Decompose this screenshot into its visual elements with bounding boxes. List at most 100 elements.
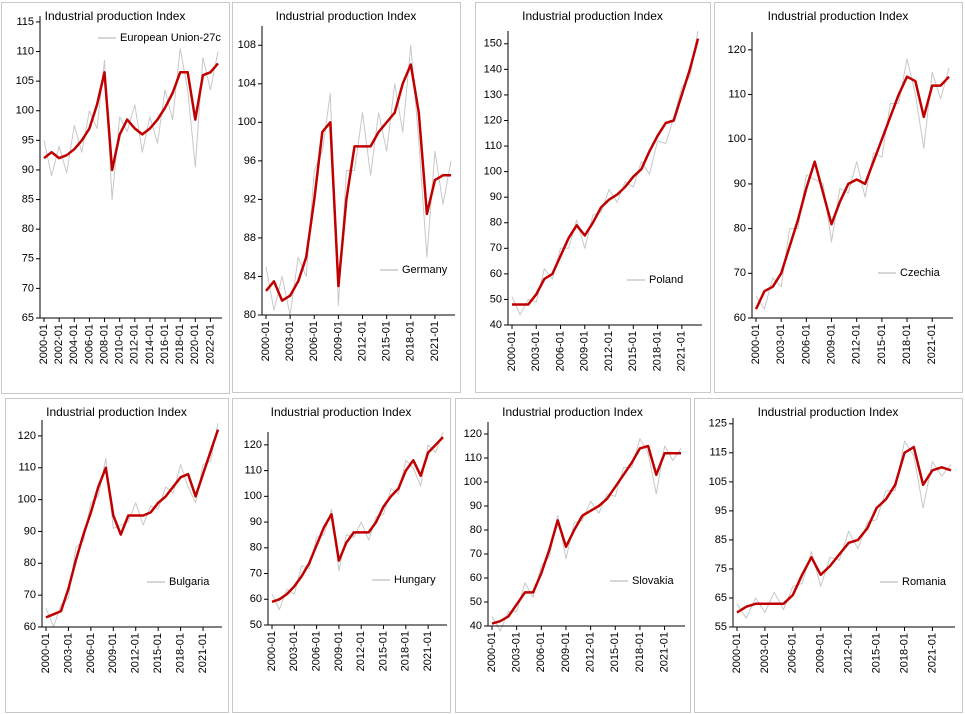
x-tick-label: 2015-01 (377, 631, 389, 671)
y-tick-label: 60 (490, 268, 502, 280)
series-line (45, 429, 220, 619)
y-tick-label: 70 (250, 567, 262, 579)
x-tick-label: 2012-01 (129, 324, 141, 364)
x-tick-label: 2018-01 (898, 633, 910, 673)
series-line (271, 431, 444, 611)
y-tick-label: 85 (22, 193, 34, 205)
series-line (736, 445, 952, 614)
x-tick-label: 2008-01 (98, 324, 110, 364)
x-tick-label: 2018-01 (651, 331, 663, 371)
y-tick-label: 110 (728, 88, 746, 100)
y-tick-label: 84 (244, 270, 256, 282)
x-tick-label: 2018-01 (901, 324, 913, 364)
y-tick-label: 105 (709, 476, 727, 488)
x-tick-label: 2012-01 (356, 321, 368, 361)
legend-label: European Union-27c (120, 32, 221, 44)
x-tick-label: 2009-01 (560, 632, 572, 672)
x-tick-label: 2009-01 (332, 321, 344, 361)
y-tick-label: 55 (715, 621, 727, 633)
y-tick-label: 80 (470, 524, 482, 536)
x-tick-label: 2010-01 (114, 324, 126, 364)
series-line (491, 438, 682, 632)
y-tick-label: 80 (244, 309, 256, 321)
x-tick-label: 2000-01 (260, 321, 272, 361)
x-tick-label: 2003-01 (759, 633, 771, 673)
y-tick-label: 60 (470, 572, 482, 584)
y-tick-label: 40 (470, 620, 482, 632)
x-tick-label: 2012-01 (355, 631, 367, 671)
y-tick-label: 40 (490, 319, 502, 331)
x-tick-label: 2006-01 (308, 321, 320, 361)
x-tick-label: 2018-01 (400, 631, 412, 671)
x-tick-label: 2006-01 (800, 324, 812, 364)
series-line (736, 440, 952, 619)
y-tick-label: 85 (715, 534, 727, 546)
y-tick-label: 100 (244, 490, 262, 502)
x-tick-label: 2015-01 (152, 633, 164, 673)
y-tick-label: 50 (470, 596, 482, 608)
x-tick-label: 2012-01 (585, 632, 597, 672)
y-tick-label: 115 (16, 16, 34, 28)
x-tick-label: 2003-01 (530, 331, 542, 371)
y-tick-label: 150 (484, 38, 502, 50)
y-tick-label: 110 (464, 452, 482, 464)
x-tick-label: 2009-01 (333, 631, 345, 671)
y-tick-label: 70 (734, 267, 746, 279)
y-tick-label: 140 (484, 63, 502, 75)
x-tick-label: 2022-01 (204, 324, 216, 364)
x-tick-label: 2006-01 (554, 331, 566, 371)
chart-title: Industrial production Index (271, 405, 412, 419)
legend-label: Bulgaria (169, 576, 210, 588)
x-tick-label: 2004-01 (68, 324, 80, 364)
x-tick-label: 2009-01 (107, 633, 119, 673)
panel-border (232, 2, 461, 393)
x-tick-label: 2000-01 (266, 631, 278, 671)
x-tick-label: 2021-01 (422, 631, 434, 671)
panel-border (5, 398, 229, 713)
series-line (265, 63, 451, 302)
y-tick-label: 120 (484, 114, 502, 126)
series-line (43, 62, 219, 172)
y-tick-label: 80 (24, 557, 36, 569)
x-tick-label: 2018-01 (405, 321, 417, 361)
x-tick-label: 2000-01 (731, 633, 743, 673)
x-tick-label: 2009-01 (579, 331, 591, 371)
x-tick-label: 2003-01 (288, 631, 300, 671)
y-tick-label: 120 (18, 430, 36, 442)
x-tick-label: 2014-01 (144, 324, 156, 364)
chart-title: Industrial production Index (522, 9, 663, 23)
y-tick-label: 104 (238, 78, 256, 90)
x-tick-label: 2006-01 (311, 631, 323, 671)
x-tick-label: 2015-01 (381, 321, 393, 361)
y-tick-label: 50 (490, 293, 502, 305)
y-tick-label: 90 (470, 500, 482, 512)
x-tick-label: 2000-01 (38, 324, 50, 364)
y-tick-label: 70 (470, 548, 482, 560)
x-tick-label: 2003-01 (511, 632, 523, 672)
x-tick-label: 2006-01 (85, 633, 97, 673)
panel-border (455, 398, 691, 713)
x-tick-label: 2003-01 (62, 633, 74, 673)
x-tick-label: 2021-01 (197, 633, 209, 673)
panel-border (475, 2, 711, 393)
x-tick-label: 2002-01 (53, 324, 65, 364)
y-tick-label: 100 (484, 166, 502, 178)
y-tick-label: 105 (16, 75, 34, 87)
y-tick-label: 120 (728, 44, 746, 56)
y-tick-label: 92 (244, 193, 256, 205)
x-tick-label: 2000-01 (506, 331, 518, 371)
y-tick-label: 80 (490, 217, 502, 229)
y-tick-label: 100 (238, 116, 256, 128)
y-tick-label: 100 (18, 494, 36, 506)
x-tick-label: 2006-01 (83, 324, 95, 364)
series-line (491, 444, 681, 625)
panel-border (694, 398, 963, 713)
y-tick-label: 65 (715, 592, 727, 604)
y-tick-label: 100 (464, 476, 482, 488)
y-tick-label: 90 (22, 164, 34, 176)
x-tick-label: 2021-01 (658, 632, 670, 672)
x-tick-label: 2021-01 (926, 324, 938, 364)
y-tick-label: 110 (244, 465, 262, 477)
y-tick-label: 120 (464, 428, 482, 440)
y-tick-label: 115 (709, 447, 727, 459)
